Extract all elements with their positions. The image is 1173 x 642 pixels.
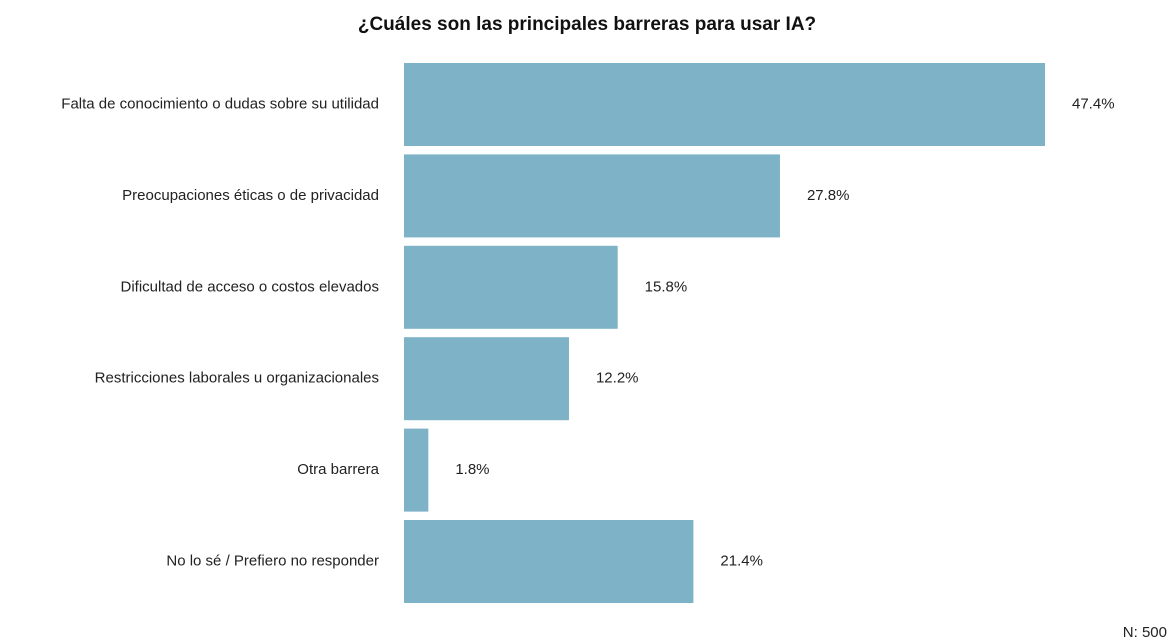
category-label: No lo sé / Prefiero no responder [166, 552, 379, 569]
category-label: Restricciones laborales u organizacional… [95, 370, 379, 387]
value-label: 47.4% [1072, 95, 1115, 112]
chart-title: ¿Cuáles son las principales barreras par… [358, 14, 816, 35]
category-label: Falta de conocimiento o dudas sobre su u… [61, 95, 379, 112]
category-label: Otra barrera [297, 461, 379, 478]
category-label: Preocupaciones éticas o de privacidad [122, 187, 379, 204]
value-label: 15.8% [645, 278, 688, 295]
bar [404, 245, 618, 329]
value-label: 1.8% [455, 461, 489, 478]
bar [404, 520, 694, 603]
bar [404, 337, 569, 421]
sample-size-note: N: 500 [1123, 624, 1167, 641]
bar [404, 428, 429, 512]
bar [404, 63, 1045, 146]
value-label: 12.2% [596, 370, 639, 387]
value-label: 27.8% [807, 187, 850, 204]
bar [404, 154, 780, 238]
value-label: 21.4% [720, 552, 763, 569]
category-label: Dificultad de acceso o costos elevados [121, 278, 379, 295]
